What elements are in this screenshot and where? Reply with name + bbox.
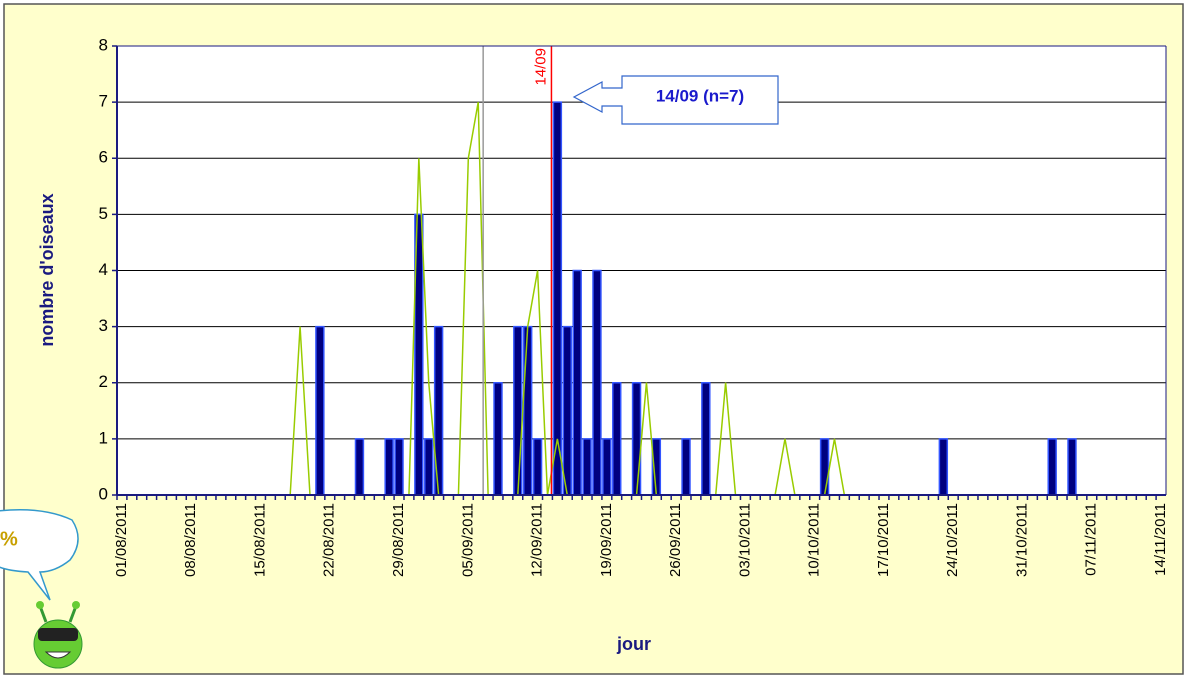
mascot-icon — [33, 601, 83, 669]
bar — [572, 269, 582, 496]
bar — [552, 101, 563, 496]
x-tick-label: 17/10/2011 — [875, 503, 892, 577]
y-tick-label: 3 — [99, 316, 108, 335]
bar — [532, 438, 543, 496]
y-tick-label: 7 — [99, 92, 108, 111]
x-tick-label: 26/09/2011 — [667, 503, 684, 577]
bar — [384, 438, 394, 496]
y-tick-label: 8 — [99, 35, 108, 54]
x-tick-label: 22/08/2011 — [321, 503, 338, 577]
y-tick-label: 4 — [99, 260, 108, 279]
y-axis-title: nombre d'oiseaux — [37, 193, 57, 346]
x-tick-label: 19/09/2011 — [598, 503, 615, 577]
x-tick-label: 14/11/2011 — [1152, 503, 1169, 576]
bar — [394, 438, 404, 496]
bar — [938, 438, 949, 496]
y-tick-label: 0 — [99, 484, 108, 503]
x-tick-label: 07/11/2011 — [1083, 503, 1100, 576]
bar — [522, 325, 533, 496]
bar — [493, 382, 503, 496]
x-tick-label: 03/10/2011 — [736, 503, 753, 577]
x-tick-label: 05/09/2011 — [459, 503, 476, 577]
bar — [562, 325, 572, 496]
y-tick-label: 2 — [99, 372, 108, 391]
y-tick-label: 1 — [99, 428, 108, 447]
x-tick-label: 12/09/2011 — [529, 503, 546, 577]
x-tick-label: 31/10/2011 — [1013, 503, 1030, 577]
bar — [315, 325, 325, 496]
bar — [592, 269, 602, 496]
x-tick-label: 29/08/2011 — [390, 503, 407, 577]
bar — [1067, 438, 1077, 496]
callout-text: 14/09 (n=7) — [656, 86, 744, 105]
x-tick-label: 10/10/2011 — [806, 503, 823, 577]
x-tick-label: 08/08/2011 — [182, 503, 199, 577]
bar — [602, 438, 612, 496]
plot: 0 1 2 3 4 5 6 7 8 01/08/2011 08/08/2011 15/08/2011 2… — [99, 35, 1169, 576]
x-axis-title: jour — [616, 634, 651, 654]
x-tick-label: 15/08/2011 — [251, 503, 268, 577]
bar — [424, 438, 434, 496]
y-tick-label: 6 — [99, 148, 108, 167]
x-tick-label: 01/08/2011 — [113, 503, 130, 577]
x-tick-label: 24/10/2011 — [944, 503, 961, 577]
bar — [582, 438, 592, 496]
bar — [354, 438, 365, 496]
bubble-text: % — [0, 528, 18, 550]
speech-bubble — [0, 509, 79, 601]
y-tick-label: 5 — [99, 204, 108, 223]
bar — [513, 325, 523, 496]
bar — [701, 382, 711, 496]
bar — [681, 438, 691, 496]
reference-line-label: 14/09 — [532, 48, 549, 86]
callout-box — [572, 75, 779, 125]
bar — [631, 382, 642, 496]
bar — [1047, 438, 1057, 496]
bar — [612, 382, 622, 496]
bar — [819, 438, 830, 496]
